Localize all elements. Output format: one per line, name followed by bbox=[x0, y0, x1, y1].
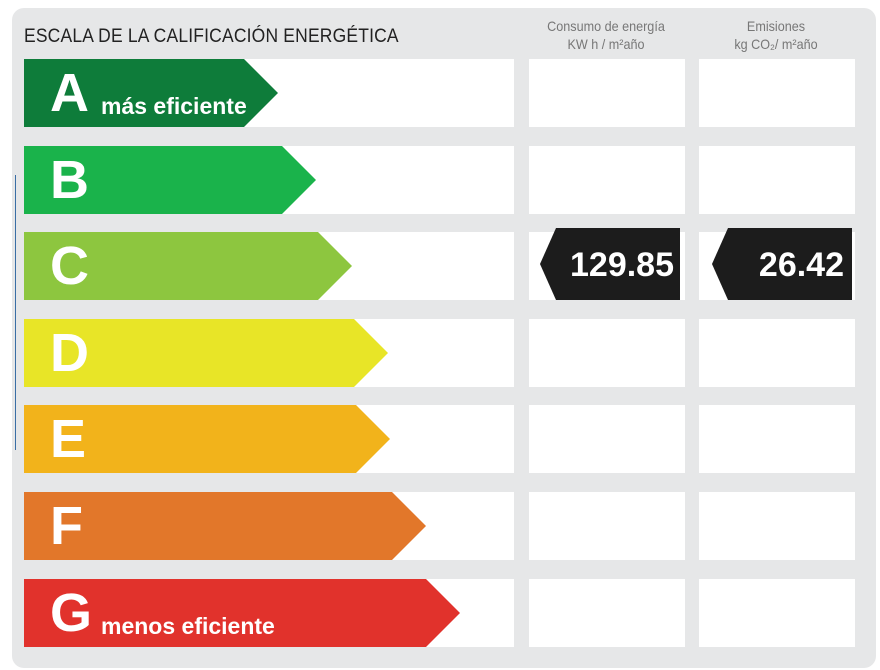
class-letter-a: A bbox=[50, 63, 89, 123]
row-g-consumo-cell bbox=[529, 579, 685, 647]
class-arrow-f-shape bbox=[24, 492, 426, 560]
row-b-emisiones-cell bbox=[699, 146, 855, 214]
row-d-emisiones-cell bbox=[699, 319, 855, 387]
emisiones-rating-value: 26.42 bbox=[758, 246, 844, 284]
class-letter-e: E bbox=[50, 409, 87, 469]
class-arrow-d-shape bbox=[24, 319, 388, 387]
row-a-consumo-cell bbox=[529, 59, 685, 127]
row-d-consumo-cell bbox=[529, 319, 685, 387]
consumo-header-line1: Consumo de energía bbox=[547, 18, 665, 34]
emisiones-header-line1: Emisiones bbox=[746, 18, 806, 34]
class-arrow-c-shape bbox=[24, 232, 352, 300]
class-arrow-b-shape bbox=[24, 146, 316, 214]
consumo-rating-badge: 129.85 bbox=[540, 228, 682, 300]
class-letter-g: G bbox=[50, 583, 93, 643]
class-arrow-g-shape bbox=[24, 579, 460, 647]
class-note-g: menos eficiente bbox=[101, 613, 275, 639]
consumo-rating-badge-shape bbox=[540, 228, 680, 300]
class-arrow-a-shape bbox=[24, 59, 278, 127]
row-b-consumo-cell bbox=[529, 146, 685, 214]
consumo-column-header: Consumo de energía KW h / m²año bbox=[527, 17, 685, 53]
consumo-rating-value: 129.85 bbox=[570, 246, 674, 284]
emisiones-rating-badge: 26.42 bbox=[712, 228, 854, 300]
row-f-emisiones-cell bbox=[699, 492, 855, 560]
class-letter-d: D bbox=[50, 323, 89, 383]
emisiones-header-line2: kg CO₂/ m²año bbox=[734, 36, 818, 52]
class-letter-b: B bbox=[50, 150, 89, 210]
page-title: ESCALA DE LA CALIFICACIÓN ENERGÉTICA bbox=[24, 26, 399, 47]
class-letter-f: F bbox=[50, 496, 83, 556]
emisiones-rating-badge-shape bbox=[712, 228, 852, 300]
row-e-consumo-cell bbox=[529, 405, 685, 473]
class-arrow-e-shape bbox=[24, 405, 390, 473]
class-letter-c: C bbox=[50, 236, 89, 296]
row-e-emisiones-cell bbox=[699, 405, 855, 473]
row-a-emisiones-cell bbox=[699, 59, 855, 127]
side-line bbox=[15, 175, 16, 450]
consumo-header-line2: KW h / m²año bbox=[567, 36, 645, 52]
class-note-a: más eficiente bbox=[101, 93, 247, 119]
emisiones-column-header: Emisiones kg CO₂/ m²año bbox=[697, 17, 855, 53]
row-f-consumo-cell bbox=[529, 492, 685, 560]
row-g-emisiones-cell bbox=[699, 579, 855, 647]
